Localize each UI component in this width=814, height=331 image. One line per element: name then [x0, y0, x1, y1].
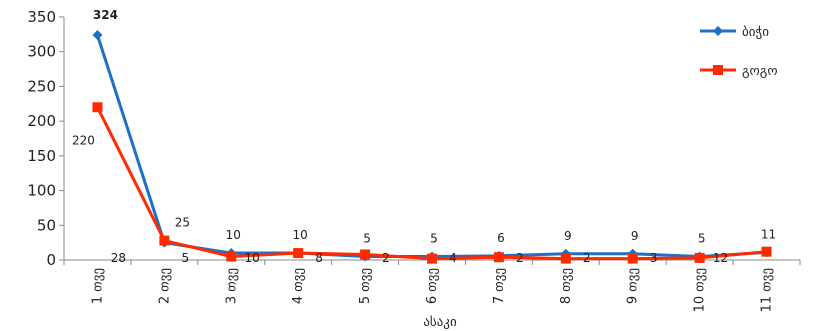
data-label-series-0: 9: [631, 229, 639, 243]
data-point-marker: [694, 252, 705, 263]
x-tick-label: 6 თვე: [425, 268, 440, 304]
data-label-series-1: 8: [315, 251, 323, 265]
data-label-series-1: 2: [516, 251, 524, 265]
y-tick-label: 350: [27, 8, 56, 26]
y-tick-label: 150: [27, 147, 56, 165]
data-label-series-0: 10: [293, 228, 308, 242]
x-tick-label: 10 თვე: [693, 268, 708, 312]
y-tick-label: 200: [27, 112, 56, 130]
data-point-marker: [627, 253, 638, 264]
data-label-series-0: 25: [175, 216, 190, 230]
y-tick-label: 0: [46, 251, 56, 269]
data-label-series-1: 10: [245, 251, 260, 265]
data-label-series-1: 28: [111, 251, 126, 265]
data-point-marker: [92, 30, 103, 41]
x-tick-label: 9 თვე: [626, 268, 641, 304]
legend-label-0: ბიჭი: [742, 25, 769, 40]
series-line-0: [96, 34, 767, 259]
legend-marker: [713, 26, 723, 36]
data-point-marker: [761, 246, 772, 257]
data-label-series-0: 9: [564, 229, 572, 243]
data-point-marker: [293, 248, 304, 259]
data-label-series-0: 5: [698, 232, 706, 246]
data-label-series-0: 10: [226, 228, 241, 242]
data-point-marker: [493, 252, 504, 263]
x-tick-label: 8 თვე: [559, 268, 574, 304]
legend-marker: [713, 65, 723, 75]
data-label-series-0: 5: [363, 232, 371, 246]
data-label-series-0: 324: [93, 8, 118, 22]
data-point-marker: [159, 235, 170, 246]
data-label-series-0: 5: [430, 232, 438, 246]
y-tick-label: 100: [27, 182, 56, 200]
data-point-marker: [226, 251, 237, 262]
data-label-series-1: 2: [583, 251, 591, 265]
y-tick-label: 50: [37, 216, 56, 234]
x-tick-label: 11 თვე: [760, 268, 775, 312]
x-tick-label: 2 თვე: [157, 268, 172, 304]
data-labels: 324 25 10 10 5 5 6 9 9 5 11 220 28 5 10 8 2 4 2 2 3 12: [72, 8, 776, 265]
data-point-marker: [92, 102, 103, 113]
y-tick-label: 250: [27, 77, 56, 95]
data-label-series-1: 5: [181, 251, 189, 265]
x-axis-title: ასაკი: [423, 315, 457, 330]
axes: 0 50 100 150 200 250 300 350 1 თვე 2 თვე 3 თვე 4 თვ…: [27, 8, 801, 312]
x-tick-label: 4 თვე: [291, 268, 306, 304]
data-label-series-1: 2: [382, 251, 390, 265]
data-point-marker: [360, 249, 371, 260]
y-tick-label: 300: [27, 43, 56, 61]
data-point-marker: [560, 253, 571, 264]
data-label-series-1: 12: [713, 251, 728, 265]
data-label-series-1: 220: [72, 133, 95, 147]
data-label-series-0: 11: [761, 227, 776, 241]
x-tick-label: 5 თვე: [358, 268, 373, 304]
data-point-marker: [427, 253, 437, 264]
x-tick-label: 7 თვე: [492, 268, 507, 304]
x-tick-label: 3 თვე: [224, 268, 239, 304]
data-label-series-1: 3: [650, 251, 658, 265]
legend: ბიჭი გოგო: [700, 25, 778, 79]
x-tick-label: 1 თვე: [90, 268, 105, 304]
data-label-series-1: 4: [449, 251, 457, 265]
legend-label-1: გოგო: [742, 64, 778, 79]
series-lines: [92, 30, 772, 264]
data-label-series-0: 6: [497, 231, 505, 245]
